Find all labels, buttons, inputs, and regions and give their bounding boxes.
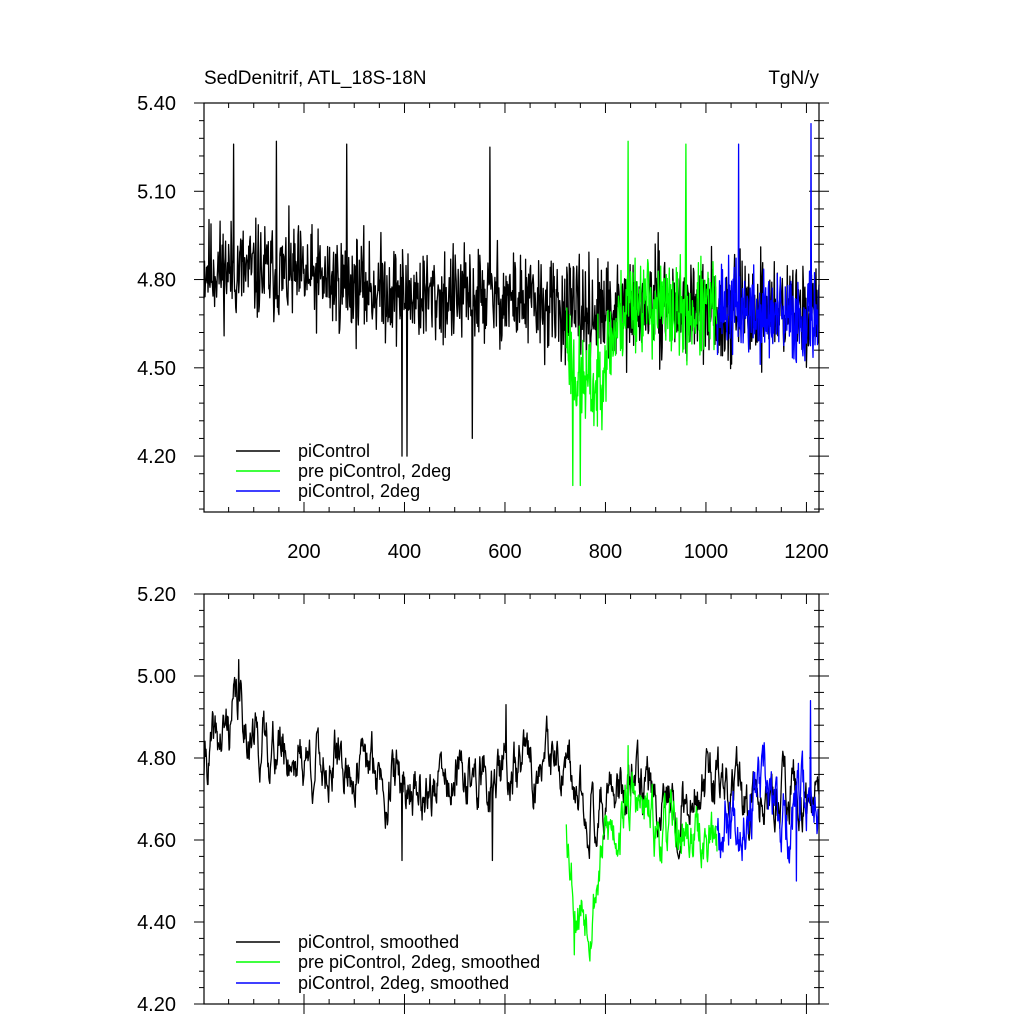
x-tick-label: 600 [488,541,521,563]
series-line-picontrol-2deg-smoothed [716,699,820,882]
series-line-picontrol [203,140,820,457]
y-tick-label: 5.10 [137,181,176,203]
x-tick-label: 400 [388,541,421,563]
x-tick-label: 1000 [684,541,729,563]
y-tick-label: 5.00 [137,666,176,688]
x-tick-label: 800 [589,541,622,563]
series-line-picontrol-2deg [716,122,820,366]
x-tick-label: 1200 [784,541,829,563]
axis-ticks: 4.20 4.40 4.60 4.80 5.00 5.20 [137,584,829,1016]
y-tick-label: 4.50 [137,358,176,380]
series-line-pre-picontrol-2deg-smoothed [565,745,718,962]
panel-title-left: SedDenitrif, ATL_18S-18N [204,68,427,89]
y-tick-label: 4.20 [137,994,176,1016]
legend-label-picontrol-smoothed: piControl, smoothed [298,932,459,952]
x-tick-label: 200 [287,541,320,563]
plot-frame [203,102,820,513]
panel-smoothed: 4.20 4.40 4.60 4.80 5.00 5.20 piControl, smoo… [137,584,829,1016]
legend-label-picontrol-2deg-smoothed: piControl, 2deg, smoothed [298,973,509,993]
series-layer [203,122,820,487]
legend-label-picontrol: piControl [298,441,370,461]
axis-ticks: 200 400 600 800 1000 1200 4.20 4.50 4.80 5.10 5.40 [137,93,829,563]
legend-label-pre-picontrol-2deg: pre piControl, 2deg [298,461,451,481]
y-tick-label: 4.60 [137,830,176,852]
panel-title-right: TgN/y [768,68,819,89]
y-tick-label: 4.20 [137,446,176,468]
legend-label-pre-picontrol-2deg-smoothed: pre piControl, 2deg, smoothed [298,952,540,972]
legend: piControl pre piControl, 2deg piControl,… [236,441,451,501]
series-layer [203,658,820,962]
panel-raw: SedDenitrif, ATL_18S-18N TgN/y 200 400 600… [137,68,829,563]
legend-label-picontrol-2deg: piControl, 2deg [298,481,420,501]
legend: piControl, smoothed pre piControl, 2deg,… [236,932,540,993]
y-tick-label: 4.40 [137,912,176,934]
y-tick-label: 4.80 [137,748,176,770]
y-tick-label: 4.80 [137,270,176,292]
series-line-pre-picontrol-2deg [565,140,718,487]
y-tick-label: 5.40 [137,93,176,115]
y-tick-label: 5.20 [137,584,176,606]
series-line-picontrol-smoothed [203,658,820,862]
plot-frame [203,593,820,1005]
